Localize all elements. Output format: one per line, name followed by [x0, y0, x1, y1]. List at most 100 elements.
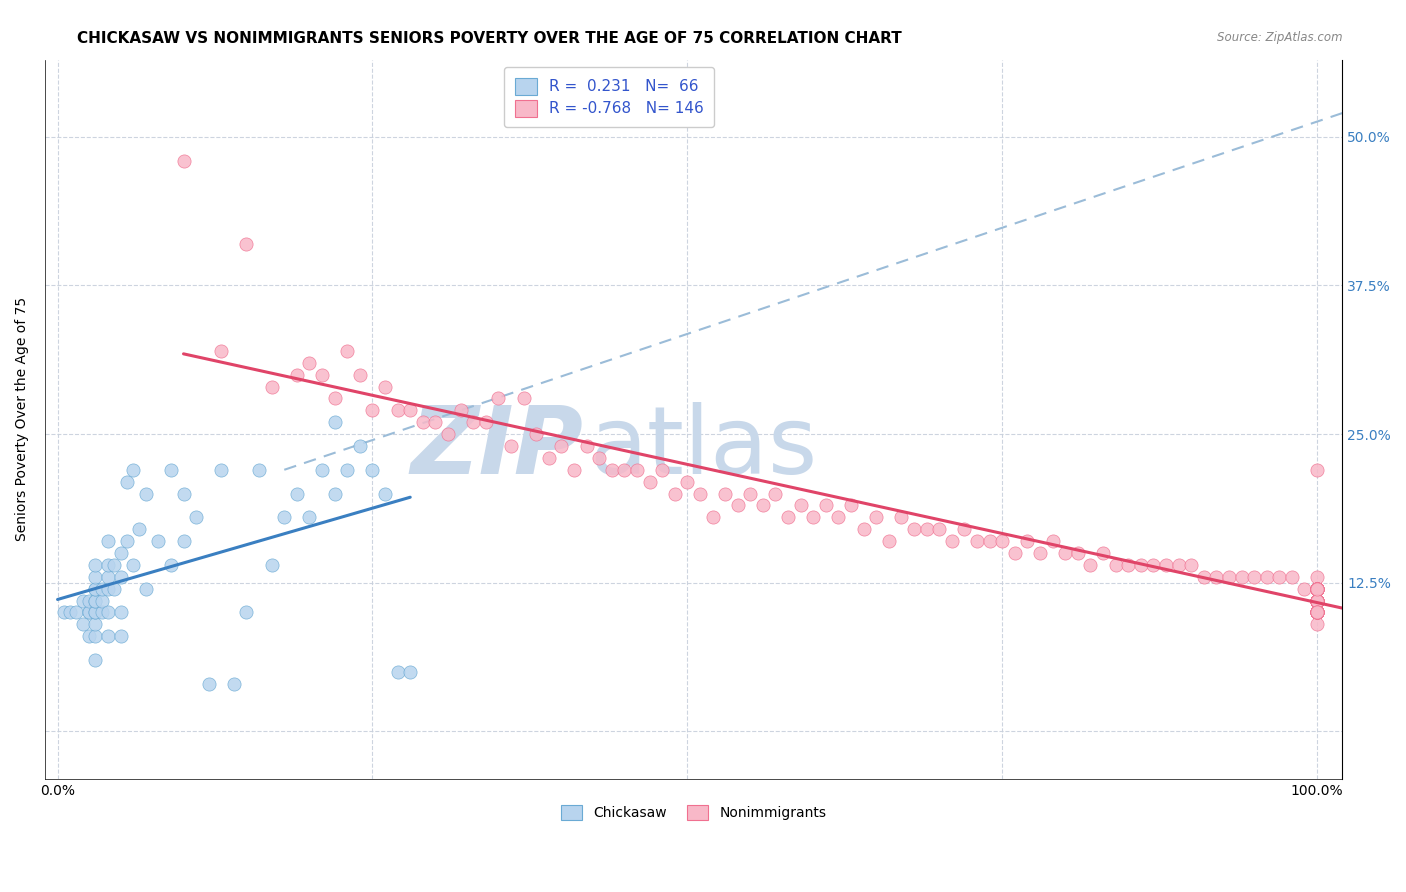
Point — [903, 522, 925, 536]
Point — [1306, 582, 1329, 596]
Point — [135, 582, 157, 596]
Point — [97, 582, 120, 596]
Point — [801, 510, 824, 524]
Point — [613, 463, 636, 477]
Point — [827, 510, 849, 524]
Point — [1230, 570, 1253, 584]
Point — [1192, 570, 1215, 584]
Point — [1080, 558, 1102, 572]
Point — [1306, 582, 1329, 596]
Point — [135, 486, 157, 500]
Point — [702, 510, 724, 524]
Point — [1306, 606, 1329, 620]
Point — [173, 486, 195, 500]
Point — [90, 606, 112, 620]
Point — [197, 677, 219, 691]
Point — [1306, 593, 1329, 607]
Point — [1306, 606, 1329, 620]
Point — [235, 606, 257, 620]
Point — [1306, 582, 1329, 596]
Point — [1306, 593, 1329, 607]
Point — [399, 403, 422, 417]
Point — [77, 593, 100, 607]
Point — [1306, 582, 1329, 596]
Point — [463, 415, 485, 429]
Text: ZIP: ZIP — [411, 402, 583, 494]
Point — [323, 415, 346, 429]
Point — [664, 486, 686, 500]
Point — [209, 463, 232, 477]
Point — [1054, 546, 1077, 560]
Point — [336, 343, 359, 358]
Point — [1306, 606, 1329, 620]
Point — [361, 463, 384, 477]
Point — [1306, 593, 1329, 607]
Point — [953, 522, 976, 536]
Point — [110, 570, 132, 584]
Point — [65, 606, 87, 620]
Point — [676, 475, 699, 489]
Point — [298, 356, 321, 370]
Point — [97, 629, 120, 643]
Point — [1306, 606, 1329, 620]
Point — [173, 153, 195, 168]
Point — [103, 582, 125, 596]
Point — [928, 522, 950, 536]
Point — [524, 427, 547, 442]
Point — [160, 558, 183, 572]
Point — [1306, 593, 1329, 607]
Point — [1306, 606, 1329, 620]
Point — [1306, 570, 1329, 584]
Point — [941, 534, 963, 549]
Point — [387, 403, 409, 417]
Point — [387, 665, 409, 679]
Point — [1306, 617, 1329, 632]
Point — [1306, 582, 1329, 596]
Point — [852, 522, 875, 536]
Point — [865, 510, 887, 524]
Point — [1306, 582, 1329, 596]
Point — [1306, 606, 1329, 620]
Point — [361, 403, 384, 417]
Point — [778, 510, 800, 524]
Point — [512, 392, 534, 406]
Y-axis label: Seniors Poverty Over the Age of 75: Seniors Poverty Over the Age of 75 — [15, 297, 30, 541]
Point — [1306, 593, 1329, 607]
Point — [84, 593, 107, 607]
Point — [1306, 593, 1329, 607]
Point — [1306, 582, 1329, 596]
Point — [1029, 546, 1052, 560]
Point — [349, 439, 371, 453]
Point — [77, 606, 100, 620]
Point — [84, 582, 107, 596]
Point — [1104, 558, 1126, 572]
Point — [122, 558, 145, 572]
Point — [84, 570, 107, 584]
Point — [1306, 593, 1329, 607]
Point — [72, 617, 94, 632]
Point — [499, 439, 522, 453]
Point — [148, 534, 170, 549]
Point — [486, 392, 509, 406]
Point — [1116, 558, 1139, 572]
Point — [839, 499, 862, 513]
Point — [1091, 546, 1114, 560]
Point — [1306, 582, 1329, 596]
Point — [84, 593, 107, 607]
Point — [160, 463, 183, 477]
Point — [115, 475, 138, 489]
Point — [77, 629, 100, 643]
Point — [1306, 463, 1329, 477]
Point — [437, 427, 460, 442]
Point — [1306, 593, 1329, 607]
Point — [1306, 593, 1329, 607]
Point — [285, 486, 308, 500]
Point — [110, 546, 132, 560]
Point — [1306, 606, 1329, 620]
Point — [1306, 593, 1329, 607]
Point — [52, 606, 75, 620]
Point — [1306, 593, 1329, 607]
Point — [425, 415, 447, 429]
Point — [273, 510, 295, 524]
Point — [90, 593, 112, 607]
